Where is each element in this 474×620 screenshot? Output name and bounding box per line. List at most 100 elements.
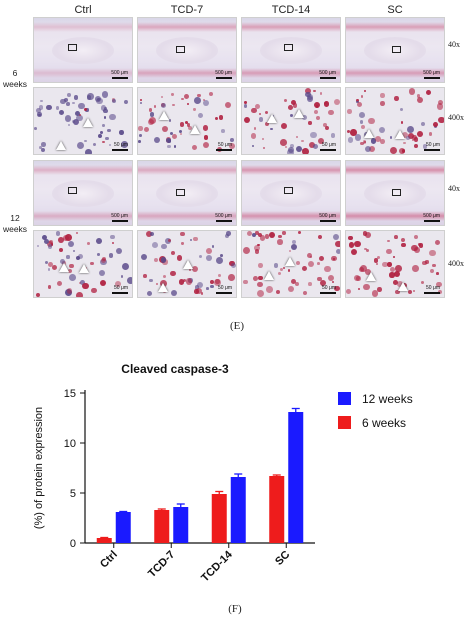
cell-nucleus <box>171 103 175 107</box>
cell-nucleus <box>109 113 117 121</box>
cell-nucleus <box>149 231 155 236</box>
stain-stripe <box>242 68 340 78</box>
cell-nucleus <box>138 126 143 131</box>
zoom-region-box <box>284 187 293 194</box>
cell-nucleus <box>357 287 360 290</box>
cell-nucleus <box>214 116 219 121</box>
cell-nucleus <box>411 138 415 142</box>
cell-nucleus <box>306 96 313 102</box>
arrowhead-marker <box>190 125 201 135</box>
cell-nucleus <box>425 89 431 95</box>
cell-nucleus <box>324 101 330 107</box>
cell-nucleus <box>36 108 42 113</box>
bar-chart: Cleaved caspase-3 0 5 10 15 (%) of protein ex… <box>33 362 413 584</box>
cell-nucleus <box>64 115 72 122</box>
cell-nucleus <box>285 145 288 148</box>
cell-nucleus <box>254 244 260 251</box>
arrowhead-marker <box>158 283 169 293</box>
cell-nucleus <box>350 129 357 136</box>
x-tick-label: Ctrl <box>98 549 120 571</box>
cell-nucleus <box>170 289 177 297</box>
scale-bar-label: 50 μm <box>322 142 336 148</box>
cell-nucleus <box>57 237 64 243</box>
cell-nucleus <box>256 290 264 297</box>
magnification-label: 400x <box>448 259 464 268</box>
cell-nucleus <box>76 142 84 150</box>
x-tick-label: TCD-7 <box>146 549 177 580</box>
cell-nucleus <box>389 136 393 139</box>
cell-nucleus <box>287 269 291 272</box>
arrowhead-marker <box>182 259 193 269</box>
cell-nucleus <box>185 278 193 285</box>
zoom-region-box <box>68 44 77 51</box>
cell-nucleus <box>71 119 76 123</box>
cell-nucleus <box>40 99 43 102</box>
cell-nucleus <box>394 96 399 101</box>
cell-nucleus <box>228 274 235 281</box>
cell-nucleus <box>380 93 385 98</box>
cell-nucleus <box>387 262 392 267</box>
cell-nucleus <box>173 145 177 148</box>
cell-nucleus <box>170 131 174 135</box>
cell-nucleus <box>413 144 418 149</box>
cell-nucleus <box>75 111 81 117</box>
cell-nucleus <box>373 258 379 263</box>
cell-nucleus <box>363 141 366 144</box>
cell-nucleus <box>56 280 62 286</box>
cell-nucleus <box>218 274 222 278</box>
arrowhead-marker <box>363 128 374 138</box>
cell-nucleus <box>103 108 108 114</box>
cell-nucleus <box>313 109 319 115</box>
cell-nucleus <box>59 110 65 116</box>
cell-nucleus <box>161 95 164 98</box>
cell-nucleus <box>153 257 158 262</box>
cell-nucleus <box>197 93 201 98</box>
arrowhead-marker <box>83 118 94 127</box>
cell-nucleus <box>407 126 415 134</box>
stain-stripe <box>346 211 444 221</box>
cell-nucleus <box>102 140 106 144</box>
cell-nucleus <box>193 236 198 242</box>
cell-nucleus <box>66 288 73 295</box>
cell-nucleus <box>371 290 379 297</box>
cell-nucleus <box>47 244 53 249</box>
cell-nucleus <box>91 288 97 294</box>
chart-title: Cleaved caspase-3 <box>121 362 229 376</box>
cell-nucleus <box>348 242 354 248</box>
cell-nucleus <box>290 144 294 148</box>
cell-nucleus <box>422 260 427 266</box>
cell-nucleus <box>153 105 157 108</box>
cell-nucleus <box>140 253 147 260</box>
scale-bar <box>216 149 232 151</box>
cell-nucleus <box>153 137 160 144</box>
cell-nucleus <box>401 238 405 243</box>
cell-nucleus <box>243 104 248 108</box>
cell-nucleus <box>254 104 260 110</box>
cell-nucleus <box>353 275 360 282</box>
cell-nucleus <box>259 235 266 241</box>
cell-nucleus <box>139 134 142 137</box>
cell-nucleus <box>156 282 159 285</box>
cell-nucleus <box>184 121 188 125</box>
panel-letter-e: (E) <box>229 320 245 332</box>
stain-stripe <box>34 68 132 78</box>
cell-nucleus <box>292 103 297 108</box>
cell-nucleus <box>296 135 299 138</box>
cell-nucleus <box>288 147 294 153</box>
cell-nucleus <box>289 249 292 252</box>
cell-nucleus <box>52 265 58 270</box>
cell-nucleus <box>84 139 87 142</box>
cell-nucleus <box>318 255 324 261</box>
cell-nucleus <box>295 282 300 287</box>
cell-nucleus <box>90 261 94 266</box>
arrowhead-marker <box>266 114 277 124</box>
cell-nucleus <box>78 253 84 259</box>
cell-nucleus <box>99 279 107 287</box>
cell-nucleus <box>95 97 103 105</box>
cell-nucleus <box>193 96 201 104</box>
cell-nucleus <box>36 244 40 248</box>
cell-nucleus <box>429 249 436 257</box>
cell-nucleus <box>292 240 297 245</box>
cell-nucleus <box>323 123 327 127</box>
stain-stripe <box>242 211 340 221</box>
